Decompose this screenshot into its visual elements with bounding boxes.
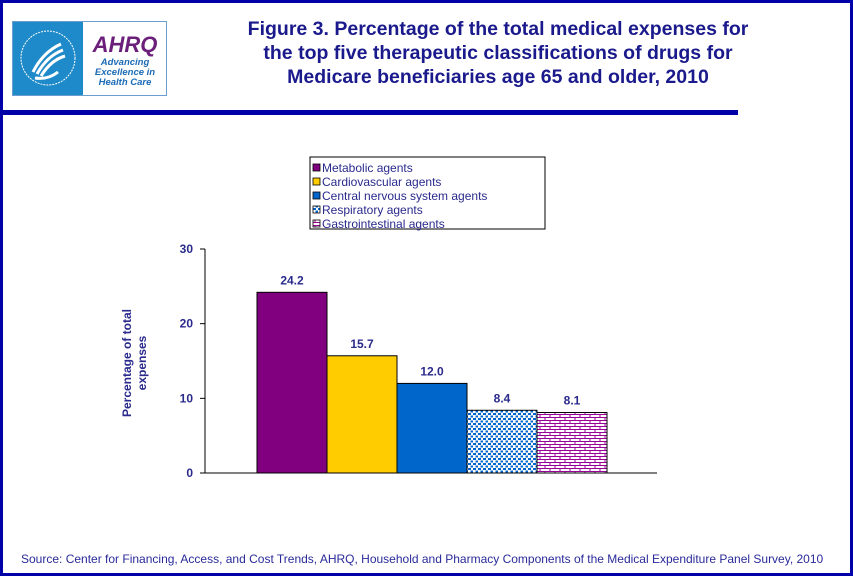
bar <box>326 355 398 474</box>
y-tick-label: 10 <box>180 391 194 405</box>
data-label: 15.7 <box>350 337 374 351</box>
legend-swatch <box>312 177 321 186</box>
data-label: 8.1 <box>564 394 581 408</box>
tagline-line: Health Care <box>98 77 152 88</box>
tagline-line: Excellence in <box>94 67 156 78</box>
legend-entry: Respiratory agents <box>322 203 423 217</box>
legend-entry: Cardiovascular agents <box>322 175 441 189</box>
legend-swatch <box>312 163 321 172</box>
bar <box>536 412 608 474</box>
legend-swatch <box>312 191 321 200</box>
bar <box>396 382 468 474</box>
data-label: 12.0 <box>420 364 444 378</box>
hhs-seal-icon <box>13 22 83 95</box>
ahrq-wordmark: AHRQ <box>92 32 158 57</box>
title-line: the top five therapeutic classifications… <box>263 42 733 64</box>
legend-swatch <box>312 219 321 228</box>
source-note: Source: Center for Financing, Access, an… <box>21 552 824 566</box>
y-tick-label: 30 <box>180 242 194 256</box>
legend-entry: Central nervous system agents <box>322 189 487 203</box>
legend-entry: Gastrointestinal agents <box>322 217 445 231</box>
data-label: 8.4 <box>494 391 511 405</box>
title-line: Medicare beneficiaries age 65 and older,… <box>287 66 709 88</box>
legend-box <box>309 156 546 230</box>
data-label: 24.2 <box>280 273 304 287</box>
tagline-line: Advancing <box>100 57 150 68</box>
y-tick-label: 0 <box>186 466 193 480</box>
bar <box>466 409 538 474</box>
title-divider <box>3 110 738 115</box>
y-axis-label: Percentage of totalexpenses <box>120 309 149 417</box>
legend-swatch <box>312 205 321 214</box>
legend-entry: Metabolic agents <box>322 161 413 175</box>
hhs-ahrq-logo: AHRQ Advancing Excellence in Health Care <box>12 21 167 96</box>
title-line: Figure 3. Percentage of the total medica… <box>247 18 749 40</box>
y-tick-label: 20 <box>180 317 194 331</box>
page-title: Figure 3. Percentage of the total medica… <box>193 17 803 89</box>
bar <box>256 291 328 474</box>
